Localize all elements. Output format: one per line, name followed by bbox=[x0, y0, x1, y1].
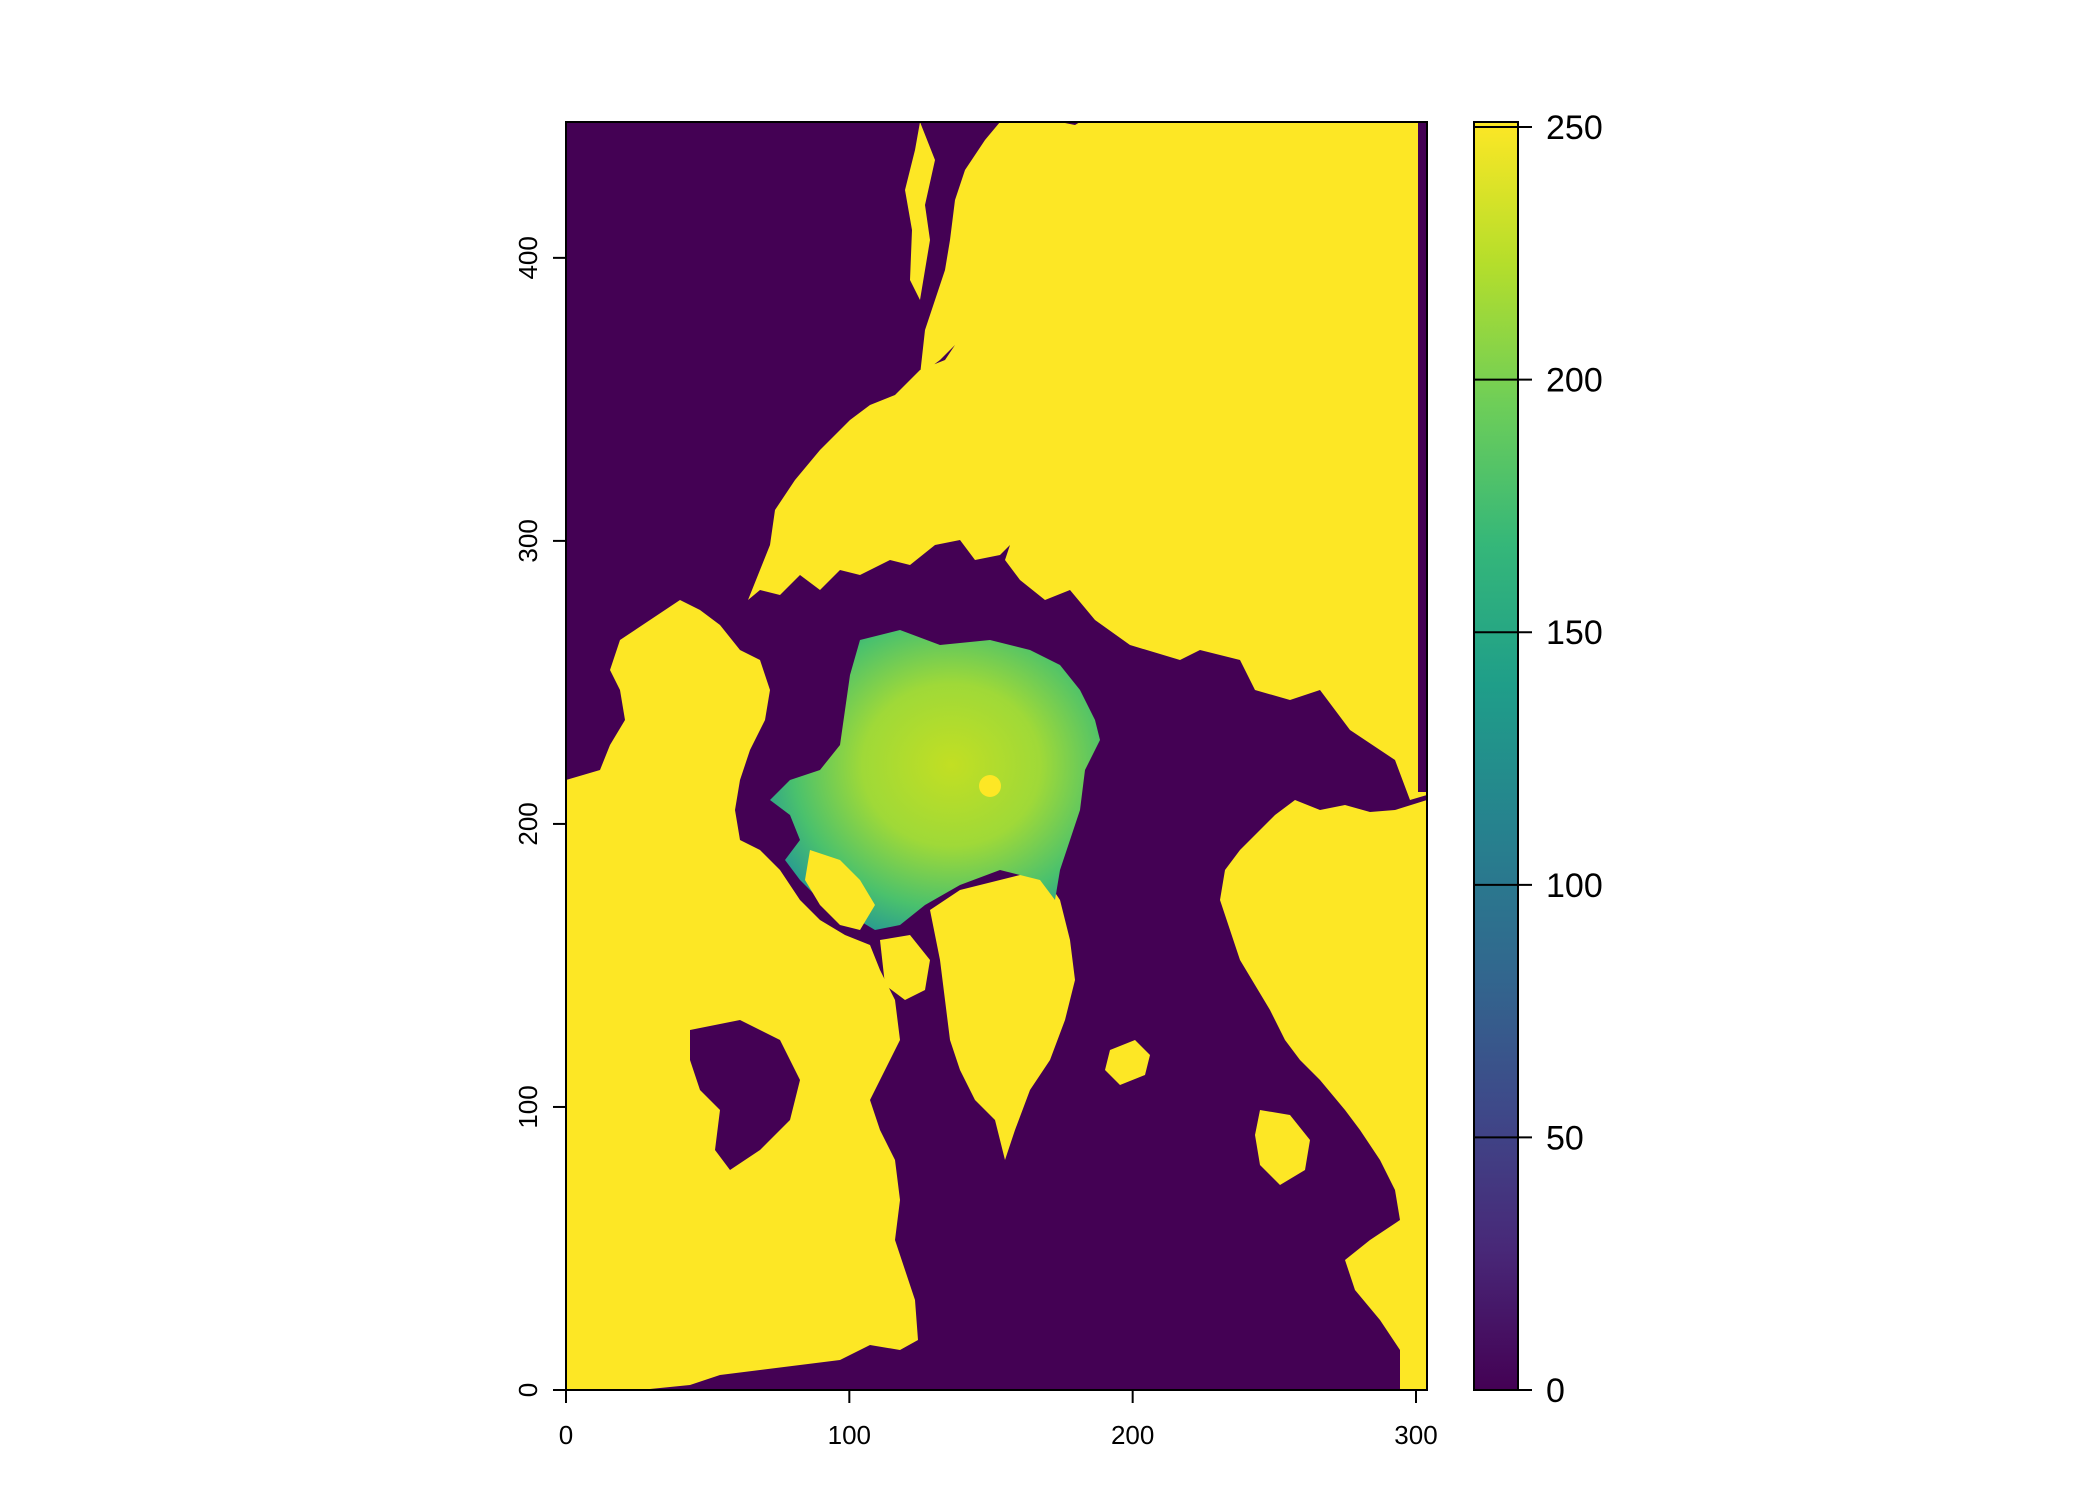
colorbar-tick-label: 50 bbox=[1546, 1119, 1584, 1157]
y-tick-label: 300 bbox=[513, 519, 543, 562]
land-eurasia bbox=[748, 122, 1427, 800]
land-greenland bbox=[930, 870, 1075, 1160]
x-tick-label: 0 bbox=[559, 1420, 573, 1450]
y-tick-label: 100 bbox=[513, 1085, 543, 1128]
colorbar-tick-label: 100 bbox=[1546, 867, 1603, 905]
land-archipelago bbox=[805, 850, 875, 930]
edge-strip bbox=[1418, 122, 1427, 792]
pole-hole bbox=[979, 775, 1001, 797]
bay-hudson bbox=[690, 1020, 800, 1170]
colorbar-tick-label: 250 bbox=[1546, 109, 1603, 147]
land-scandinavia bbox=[1220, 800, 1427, 1390]
land-uk bbox=[1255, 1110, 1310, 1185]
x-tick-label: 200 bbox=[1111, 1420, 1154, 1450]
y-tick-label: 0 bbox=[513, 1383, 543, 1397]
y-tick-label: 400 bbox=[513, 236, 543, 279]
colorbar-tick-label: 150 bbox=[1546, 614, 1603, 652]
land-iceland bbox=[1105, 1040, 1150, 1085]
colorbar-tick-label: 200 bbox=[1546, 362, 1603, 400]
raster-image bbox=[566, 122, 1427, 1390]
colorbar-gradient bbox=[1473, 121, 1519, 1391]
colorbar: 0 50 100 150 200 250 bbox=[1473, 109, 1603, 1410]
x-axis: 0 100 200 300 bbox=[559, 1389, 1438, 1450]
colorbar-tick-label: 0 bbox=[1546, 1372, 1565, 1410]
land-kamchatka bbox=[905, 122, 935, 300]
y-tick-label: 200 bbox=[513, 802, 543, 845]
sea-ice bbox=[770, 630, 1100, 930]
x-tick-label: 300 bbox=[1394, 1420, 1437, 1450]
land-ellesmere bbox=[880, 935, 930, 1000]
x-tick-label: 100 bbox=[828, 1420, 871, 1450]
y-axis: 0 100 200 300 400 bbox=[513, 122, 567, 1397]
land-north-america bbox=[566, 600, 918, 1390]
